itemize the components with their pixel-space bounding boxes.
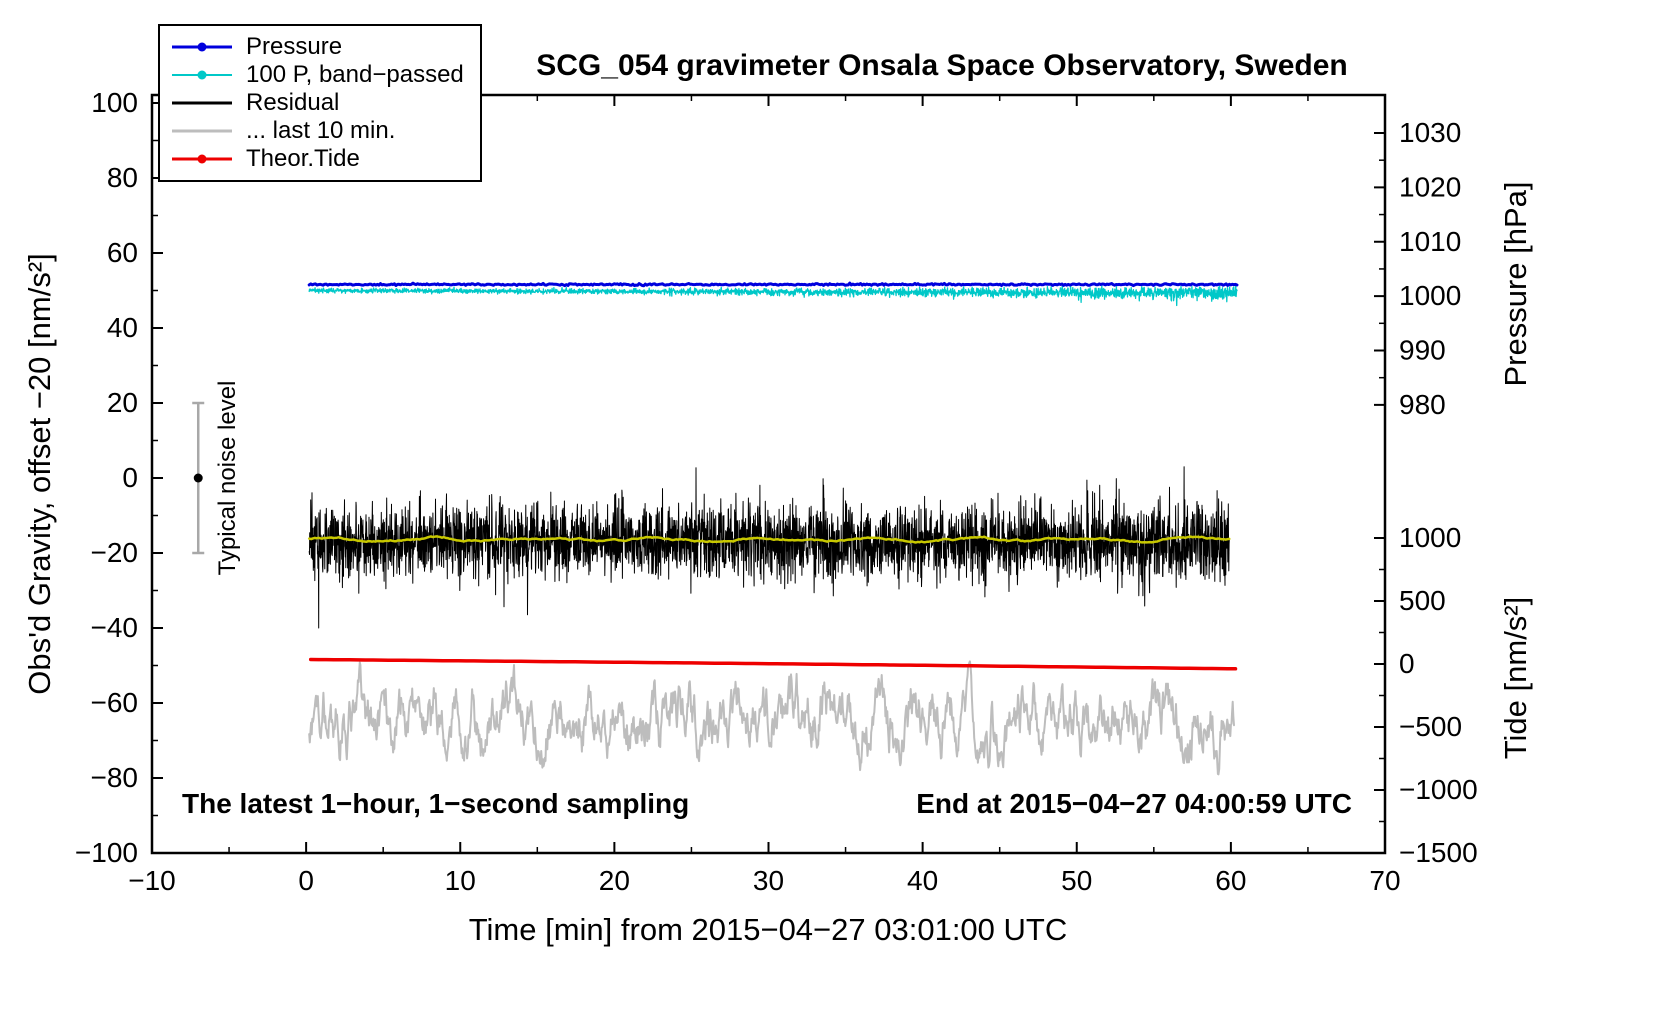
legend-entry: Residual [172, 89, 464, 117]
legend-line-sample [172, 65, 232, 85]
legend-entry: Pressure [172, 33, 464, 61]
svg-text:500: 500 [1399, 585, 1446, 616]
axis-ticks [151, 95, 1386, 854]
chart-title: SCG_054 gravimeter Onsala Space Observat… [536, 49, 1348, 82]
svg-text:1000: 1000 [1399, 280, 1461, 311]
legend-marker-dot [197, 154, 207, 164]
annotation-sampling: The latest 1−hour, 1−second sampling [182, 788, 690, 819]
series-pressure [307, 281, 1239, 288]
svg-text:−40: −40 [91, 612, 139, 643]
svg-text:100: 100 [91, 87, 138, 118]
svg-text:40: 40 [107, 312, 138, 343]
svg-text:−1500: −1500 [1399, 837, 1478, 868]
noise-level-label: Typical noise level [214, 380, 241, 576]
legend-line-sample [172, 121, 232, 141]
svg-text:60: 60 [1215, 865, 1246, 896]
x-axis-label: Time [min] from 2015−04−27 03:01:00 UTC [468, 912, 1068, 947]
legend-line-sample [172, 93, 232, 113]
series-residual-smoothed [307, 535, 1231, 544]
svg-text:1030: 1030 [1399, 117, 1461, 148]
svg-text:20: 20 [599, 865, 630, 896]
series-layer [307, 281, 1239, 776]
svg-text:10: 10 [445, 865, 476, 896]
noise-level-marker [192, 401, 205, 555]
svg-text:−100: −100 [75, 837, 138, 868]
svg-text:60: 60 [107, 237, 138, 268]
svg-text:50: 50 [1061, 865, 1092, 896]
svg-text:70: 70 [1369, 865, 1400, 896]
legend-line-sample [172, 149, 232, 169]
svg-text:0: 0 [1399, 648, 1415, 679]
legend-label: Residual [246, 89, 340, 116]
svg-text:980: 980 [1399, 389, 1446, 420]
svg-text:−10: −10 [128, 865, 176, 896]
svg-text:0: 0 [298, 865, 314, 896]
series-pressure-band-passed [308, 283, 1238, 307]
legend-entry: Theor.Tide [172, 145, 464, 173]
svg-text:1000: 1000 [1399, 522, 1461, 553]
legend-line [172, 101, 232, 105]
y-axis-label-left: Obs'd Gravity, offset −20 [nm/s²] [22, 253, 57, 695]
legend-entry: ... last 10 min. [172, 117, 464, 145]
svg-text:1010: 1010 [1399, 226, 1461, 257]
legend-line-sample [172, 37, 232, 57]
annotation-end-time: End at 2015−04−27 04:00:59 UTC [916, 788, 1352, 819]
legend-entries: Pressure 100 P, band−passed Residual... la… [172, 33, 464, 173]
svg-text:30: 30 [753, 865, 784, 896]
svg-text:−1000: −1000 [1399, 774, 1478, 805]
legend: Pressure 100 P, band−passed Residual... la… [158, 24, 482, 182]
svg-text:40: 40 [907, 865, 938, 896]
svg-text:990: 990 [1399, 335, 1446, 366]
svg-text:−20: −20 [91, 537, 139, 568]
svg-text:20: 20 [107, 387, 138, 418]
svg-text:−80: −80 [91, 762, 139, 793]
series-residual-last-10min [308, 660, 1235, 776]
legend-marker-dot [197, 42, 207, 52]
svg-text:80: 80 [107, 162, 138, 193]
y-axis-label-pressure: Pressure [hPa] [1498, 181, 1533, 387]
svg-text:0: 0 [122, 462, 138, 493]
svg-text:−60: −60 [91, 687, 139, 718]
series-theoretical-tide [308, 657, 1238, 671]
legend-label: Theor.Tide [246, 145, 360, 172]
legend-label: ... last 10 min. [246, 117, 396, 144]
legend-label: Pressure [246, 33, 343, 60]
noise-level-dot [193, 473, 203, 483]
legend-line [172, 129, 232, 133]
legend-entry: 100 P, band−passed [172, 61, 464, 89]
svg-text:−500: −500 [1399, 711, 1462, 742]
tick-labels: −10 0 10 20 30 40 50 60 70−100−80−60−40−20020406… [75, 87, 1478, 896]
series-residual [308, 466, 1230, 629]
y-axis-label-tide: Tide [nm/s²] [1498, 596, 1533, 760]
legend-marker-dot [197, 70, 207, 80]
svg-text:1020: 1020 [1399, 171, 1461, 202]
legend-label: 100 P, band−passed [246, 61, 464, 88]
